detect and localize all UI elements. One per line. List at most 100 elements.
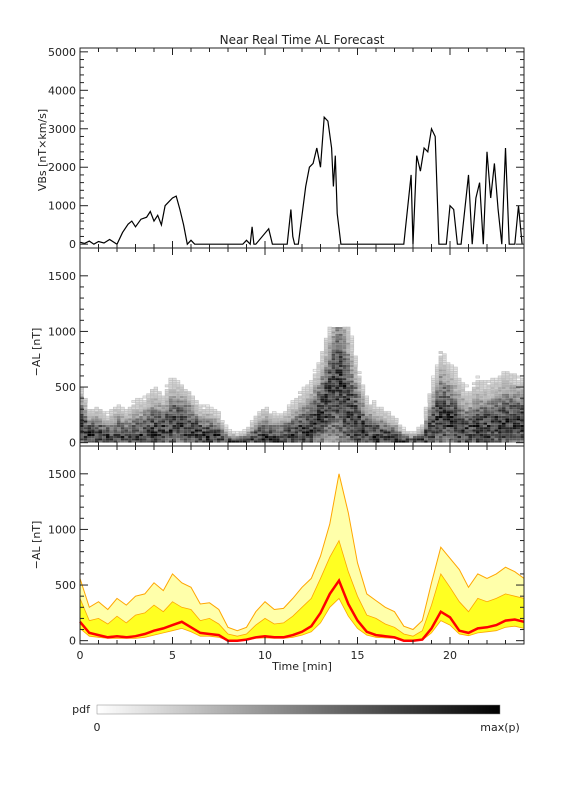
pdf-cell bbox=[494, 377, 499, 381]
pdf-cell bbox=[313, 418, 317, 421]
pdf-cell bbox=[150, 431, 154, 434]
pdf-cell bbox=[153, 395, 158, 399]
pdf-cell bbox=[183, 420, 188, 423]
pdf-cell bbox=[213, 418, 217, 421]
pdf-cell bbox=[446, 427, 450, 430]
pdf-cell bbox=[228, 440, 232, 443]
pdf-cell bbox=[302, 398, 306, 401]
pdf-cell bbox=[150, 438, 154, 441]
pdf-cell bbox=[427, 411, 432, 414]
pdf-cell bbox=[283, 429, 288, 432]
forecast-inner-band bbox=[80, 540, 524, 641]
pdf-cell bbox=[142, 427, 147, 430]
pdf-cell bbox=[383, 440, 388, 443]
pdf-cell bbox=[435, 389, 439, 392]
pdf-cell bbox=[313, 398, 317, 401]
pdf-cell bbox=[450, 382, 454, 385]
pdf-cell bbox=[190, 402, 195, 406]
pdf-cell bbox=[305, 424, 310, 428]
pdf-cell bbox=[261, 418, 265, 421]
pdf-cell bbox=[468, 418, 473, 421]
pdf-cell bbox=[302, 411, 306, 414]
pdf-cell bbox=[179, 416, 184, 419]
pdf-cell bbox=[298, 438, 302, 441]
pdf-cell bbox=[79, 391, 84, 394]
pdf-cell bbox=[172, 395, 177, 399]
pdf-cell bbox=[287, 429, 291, 432]
pdf-cell bbox=[198, 433, 203, 436]
pdf-cell bbox=[438, 409, 443, 412]
pdf-cell bbox=[309, 409, 314, 412]
pdf-cell bbox=[350, 369, 354, 372]
pdf-cell bbox=[461, 436, 465, 439]
pdf-cell bbox=[461, 433, 465, 436]
pdf-cell bbox=[353, 364, 358, 368]
pdf-cell bbox=[342, 355, 347, 359]
pdf-cell bbox=[346, 395, 351, 399]
pdf-cell bbox=[339, 331, 343, 334]
pdf-cell bbox=[154, 404, 158, 407]
pdf-cell bbox=[87, 427, 92, 430]
pdf-cell bbox=[109, 429, 114, 432]
pdf-cell bbox=[494, 389, 499, 392]
pdf-cell bbox=[446, 398, 450, 401]
pdf-cell bbox=[353, 431, 358, 434]
pdf-cell bbox=[231, 433, 236, 436]
pdf-cell bbox=[435, 413, 439, 416]
pdf-cell bbox=[272, 413, 277, 417]
pdf-cell bbox=[324, 355, 328, 359]
pdf-cell bbox=[434, 377, 440, 381]
pdf-cell bbox=[509, 440, 513, 443]
pdf-cell bbox=[150, 393, 155, 397]
pdf-cell bbox=[142, 400, 147, 403]
pdf-cell bbox=[316, 387, 321, 390]
pdf-cell bbox=[320, 411, 325, 414]
pdf-cell bbox=[335, 340, 339, 343]
pdf-cell bbox=[94, 409, 99, 412]
pdf-cell bbox=[283, 418, 288, 421]
pdf-cell bbox=[327, 424, 332, 428]
pdf-cell bbox=[294, 397, 299, 401]
pdf-cell bbox=[342, 387, 347, 390]
pdf-cell bbox=[479, 416, 484, 419]
pdf-cell bbox=[346, 393, 351, 396]
pdf-cell bbox=[83, 400, 88, 403]
pdf-cell bbox=[172, 391, 177, 394]
pdf-cell bbox=[150, 400, 154, 403]
pdf-cell bbox=[154, 413, 158, 416]
pdf-cell bbox=[353, 440, 358, 443]
pdf-cell bbox=[91, 429, 95, 432]
pdf-cell bbox=[438, 398, 443, 401]
pdf-cell bbox=[483, 436, 487, 439]
pdf-cell bbox=[309, 380, 314, 383]
pdf-cell bbox=[372, 402, 377, 406]
pdf-cell bbox=[379, 409, 384, 412]
pdf-cell bbox=[313, 393, 317, 396]
pdf-cell bbox=[312, 377, 318, 381]
pdf-cell bbox=[105, 438, 110, 441]
pdf-cell bbox=[191, 407, 195, 410]
pdf-cell bbox=[265, 420, 269, 423]
pdf-cell bbox=[165, 411, 169, 414]
pdf-cell bbox=[457, 427, 462, 430]
pdf-cell bbox=[305, 413, 310, 416]
pdf-cell bbox=[87, 431, 92, 434]
pdf-cell bbox=[487, 431, 491, 434]
pdf-cell bbox=[212, 413, 218, 417]
pdf-cell bbox=[449, 371, 454, 374]
pdf-cell bbox=[387, 429, 391, 432]
pdf-cell bbox=[449, 368, 454, 372]
al-forecast-plot-area bbox=[79, 473, 525, 642]
pdf-cell bbox=[364, 438, 369, 441]
pdf-cell bbox=[265, 429, 269, 432]
pdf-cell bbox=[483, 409, 487, 412]
pdf-cell bbox=[83, 429, 88, 432]
pdf-cell bbox=[416, 440, 421, 443]
pdf-cell bbox=[346, 420, 351, 423]
pdf-cell bbox=[94, 429, 99, 432]
pdf-cell bbox=[87, 440, 92, 443]
pdf-cell bbox=[446, 380, 450, 383]
pdf-cell bbox=[339, 335, 343, 339]
pdf-cell bbox=[520, 440, 524, 443]
pdf-cell bbox=[490, 380, 495, 383]
